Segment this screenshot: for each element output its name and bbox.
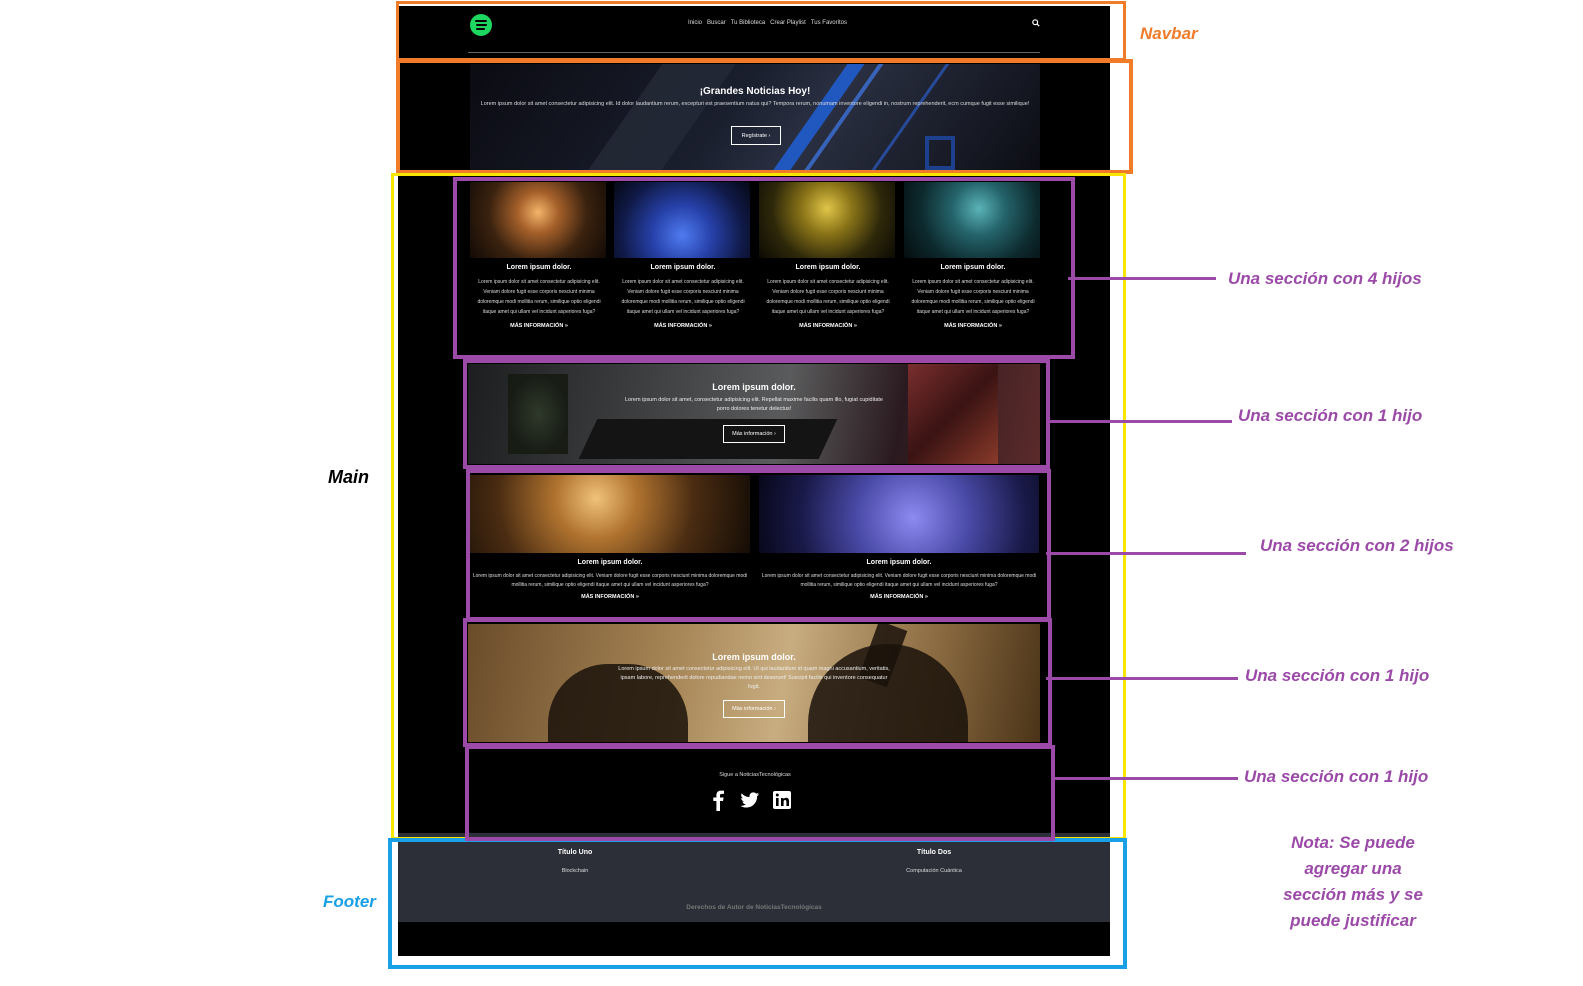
search-icon[interactable]: [1032, 19, 1040, 27]
banner-text: Lorem ipsum dolor sit amet consectetur a…: [618, 666, 890, 690]
card-text: Lorem ipsum dolor sit amet consectetur a…: [472, 573, 748, 588]
concert-image: [904, 182, 1040, 258]
register-button[interactable]: Regístrate ›: [731, 126, 781, 145]
concert-image: [470, 475, 750, 553]
nav-link-buscar[interactable]: Buscar: [707, 20, 726, 26]
note-line: sección más y se: [1283, 885, 1423, 904]
connector-line: [1046, 420, 1232, 423]
hero-text: Lorem ipsum dolor sit amet consectetur a…: [480, 101, 1030, 107]
section-1c-label: Una sección con 1 hijo: [1244, 767, 1429, 786]
card: Lorem ipsum dolor. Lorem ipsum dolor sit…: [759, 182, 897, 329]
note-line: puede justificar: [1290, 911, 1416, 930]
twitter-icon[interactable]: [740, 789, 760, 811]
card-text: Lorem ipsum dolor sit amet consectetur a…: [911, 279, 1035, 315]
card: Lorem ipsum dolor. Lorem ipsum dolor sit…: [614, 182, 752, 329]
concert-image: [614, 182, 750, 258]
facebook-icon[interactable]: [708, 789, 728, 811]
footer-column-one: Título Uno Blockchain: [475, 849, 675, 874]
crowd-banner: Lorem ipsum dolor. Lorem ipsum dolor sit…: [468, 624, 1040, 742]
section-2-label: Una sección con 2 hijos: [1260, 536, 1454, 555]
page-mockup: Inicio Buscar Tu Biblioteca Crear Playli…: [398, 6, 1110, 956]
nav-link-crear-playlist[interactable]: Crear Playlist: [770, 20, 806, 26]
social-text: Sigue a NoticiasTecnológicas: [719, 772, 791, 778]
card-title: Lorem ipsum dolor.: [795, 264, 861, 271]
banner-text: Lorem ipsum dolor sit amet, consectetur …: [624, 397, 883, 412]
banner-title: Lorem ipsum dolor.: [712, 382, 796, 392]
section-1b-label: Una sección con 1 hijo: [1245, 666, 1430, 685]
nav-link-biblioteca[interactable]: Tu Biblioteca: [730, 20, 766, 26]
card-text: Lorem ipsum dolor sit amet consectetur a…: [621, 279, 745, 315]
copyright-text: Derechos de Autor de NoticiasTecnológica…: [686, 904, 822, 911]
card-title: Lorem ipsum dolor.: [506, 264, 572, 271]
concert-image: [759, 475, 1039, 553]
connector-line: [1052, 777, 1238, 780]
note-line: agregar una: [1304, 859, 1402, 878]
more-info-link[interactable]: MÁS INFORMACIÓN »: [799, 323, 857, 329]
card-text: Lorem ipsum dolor sit amet consectetur a…: [477, 279, 601, 315]
more-info-link[interactable]: MÁS INFORMACIÓN »: [944, 323, 1002, 329]
hero-title: ¡Grandes Noticias Hoy!: [699, 86, 811, 97]
banner-title: Lorem ipsum dolor.: [712, 652, 796, 662]
note-block: Nota: Se puede agregar una sección más y…: [1258, 830, 1448, 934]
navbar-divider: [468, 52, 1040, 53]
social-icons: [708, 789, 792, 811]
card: Lorem ipsum dolor. Lorem ipsum dolor sit…: [904, 182, 1042, 329]
linkedin-icon[interactable]: [772, 789, 792, 811]
more-info-button[interactable]: Más información ›: [723, 425, 785, 443]
card: Lorem ipsum dolor. Lorem ipsum dolor sit…: [759, 475, 1039, 600]
card-text: Lorem ipsum dolor sit amet consectetur a…: [766, 279, 890, 315]
nav-link-favoritos[interactable]: Tus Favoritos: [810, 20, 847, 26]
concert-image: [759, 182, 895, 258]
more-info-link[interactable]: MÁS INFORMACIÓN »: [654, 323, 712, 329]
note-line: Nota: Se puede: [1291, 833, 1415, 852]
footer: Título Uno Blockchain Título Dos Computa…: [398, 833, 1110, 922]
nav-links: Inicio Buscar Tu Biblioteca Crear Playli…: [688, 20, 847, 26]
connector-line: [1046, 677, 1238, 680]
card: Lorem ipsum dolor. Lorem ipsum dolor sit…: [470, 182, 608, 329]
footer-title: Título Uno: [557, 849, 593, 856]
navbar: Inicio Buscar Tu Biblioteca Crear Playli…: [398, 6, 1110, 64]
section-4-label: Una sección con 4 hijos: [1228, 269, 1422, 288]
connector-line: [1068, 277, 1216, 280]
footer-link[interactable]: Blockchain: [561, 868, 589, 874]
connector-line: [1046, 552, 1246, 555]
nav-link-inicio[interactable]: Inicio: [688, 20, 703, 26]
footer-label: Footer: [323, 892, 376, 911]
card: Lorem ipsum dolor. Lorem ipsum dolor sit…: [470, 475, 750, 600]
desk-banner: Lorem ipsum dolor. Lorem ipsum dolor sit…: [468, 364, 1040, 464]
more-info-link[interactable]: MÁS INFORMACIÓN »: [581, 594, 639, 600]
section-1a-label: Una sección con 1 hijo: [1238, 406, 1423, 425]
more-info-link[interactable]: MÁS INFORMACIÓN »: [870, 594, 928, 600]
more-info-link[interactable]: MÁS INFORMACIÓN »: [510, 323, 568, 329]
footer-link[interactable]: Computación Cuántica: [906, 868, 962, 874]
main-label: Main: [328, 467, 370, 487]
concert-image: [470, 182, 606, 258]
card-title: Lorem ipsum dolor.: [940, 264, 1006, 271]
footer-title: Título Dos: [916, 849, 952, 856]
card-title: Lorem ipsum dolor.: [866, 559, 932, 566]
footer-column-two: Título Dos Computación Cuántica: [834, 849, 1034, 874]
spotify-icon[interactable]: [470, 14, 492, 36]
card-text: Lorem ipsum dolor sit amet consectetur a…: [761, 573, 1037, 588]
card-title: Lorem ipsum dolor.: [650, 264, 716, 271]
navbar-label: Navbar: [1140, 24, 1198, 43]
more-info-button[interactable]: Más información ›: [723, 700, 785, 718]
card-title: Lorem ipsum dolor.: [577, 559, 643, 566]
hero-banner: ¡Grandes Noticias Hoy! Lorem ipsum dolor…: [470, 64, 1040, 170]
